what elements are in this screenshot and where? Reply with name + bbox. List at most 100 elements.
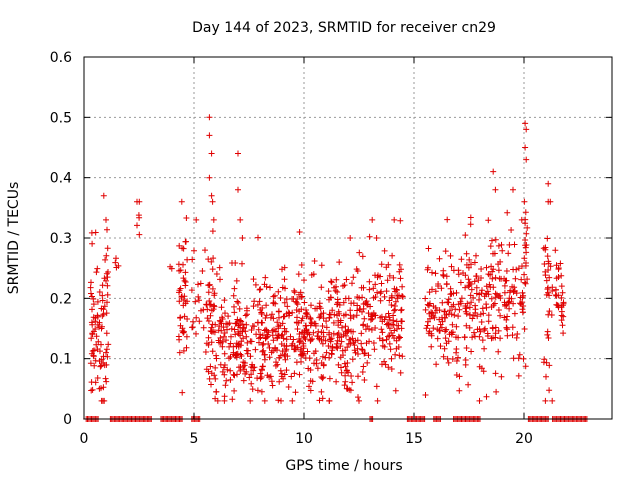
data-point [270,337,277,344]
data-point [492,186,499,193]
y-tick-label: 0.3 [50,231,72,247]
data-point [179,293,185,300]
data-point [364,359,371,366]
data-point [471,278,478,285]
data-point [444,355,451,362]
data-point [391,327,398,334]
data-point [330,319,337,326]
data-point [256,286,263,293]
data-point [113,255,119,262]
data-point [262,335,269,342]
data-point [495,242,502,249]
data-point [210,255,217,262]
data-point [338,364,344,371]
data-point [451,312,458,319]
data-point [89,331,96,338]
data-point [396,261,403,268]
data-point [275,288,282,295]
data-point [261,397,268,404]
data-point [309,336,316,342]
data-point [462,284,469,291]
data-point [509,324,516,331]
data-point [471,329,477,336]
data-point [299,315,306,322]
data-point [440,267,447,274]
data-point [505,250,512,257]
data-point [94,312,101,319]
data-point [87,360,94,367]
chart-title: Day 144 of 2023, SRMTID for receiver cn2… [192,20,496,36]
data-point [456,306,463,313]
data-point [180,297,187,303]
data-point [492,324,499,331]
data-point [355,394,361,401]
data-point [256,335,262,342]
data-point [255,234,261,241]
data-point [281,276,288,283]
data-point [344,360,351,366]
data-point [390,274,397,281]
data-point [476,397,483,404]
data-point [249,361,256,368]
data-point [351,347,358,354]
data-point [483,301,490,308]
data-point [485,318,492,325]
data-point [97,348,103,355]
data-point [231,285,238,292]
data-point [92,326,99,332]
data-point [381,247,388,254]
points-layer [83,114,590,422]
data-point [383,288,390,295]
data-point [361,377,368,383]
data-point [323,349,330,356]
data-point [334,301,340,308]
data-point [276,314,282,321]
data-point [97,363,104,370]
data-point [272,344,279,351]
data-point [277,367,284,374]
data-point [465,276,472,283]
data-point [386,272,393,279]
data-point [523,230,530,237]
data-point [345,295,352,302]
data-point [432,270,439,277]
data-point [219,343,226,350]
data-point [340,299,347,306]
data-point [314,333,321,339]
data-point [329,343,336,350]
data-point [423,325,430,332]
data-point [478,266,485,272]
data-point [309,378,316,385]
data-point [558,304,565,311]
data-point [220,364,227,371]
data-point [453,358,460,364]
data-point [521,326,528,332]
data-point [379,342,386,349]
data-point [213,355,220,362]
data-point [398,306,405,313]
data-point [560,300,567,307]
data-point [491,300,498,307]
data-point [342,363,349,370]
data-point [523,156,530,163]
data-point [103,378,110,385]
data-point [503,316,510,323]
data-point [224,326,230,333]
data-point [360,284,367,291]
data-point [274,361,281,368]
data-point [265,341,272,347]
data-point [425,264,431,271]
data-point [544,286,551,293]
data-point [361,350,368,357]
data-point [183,344,190,351]
data-point [206,174,213,181]
data-point [545,198,552,205]
data-point [276,378,283,385]
data-point [466,324,473,331]
data-point [545,335,552,341]
data-point [463,345,470,351]
data-point [364,323,371,330]
x-tick-label: 20 [515,431,533,447]
data-point [258,366,265,373]
data-point [443,280,450,287]
